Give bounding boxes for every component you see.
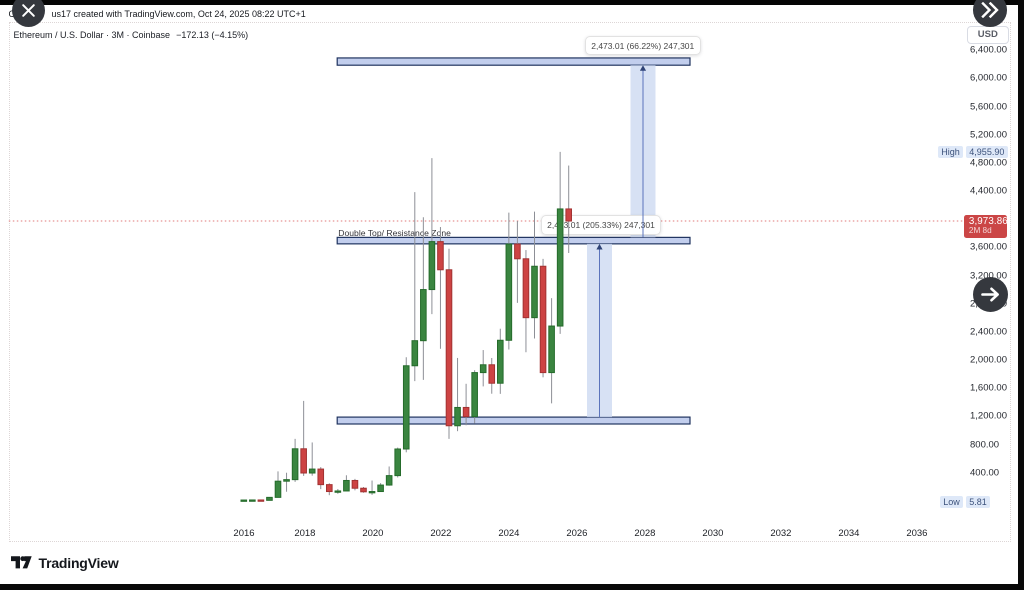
candle-2020-Q3: [385, 466, 393, 486]
year-tick-2028: 2028: [634, 527, 656, 539]
candle-2020-Q4: [394, 447, 401, 478]
candle-2025-Q1: [539, 258, 547, 378]
candle-2017-Q2: [274, 471, 282, 498]
tradingview-footer[interactable]: TradingView: [10, 554, 119, 571]
double-chevron-right-icon: [981, 2, 999, 18]
candle-2016-Q4: [257, 499, 265, 502]
candle-2021-Q3: [420, 217, 427, 380]
candle-2019-Q3: [351, 478, 359, 491]
candle-2022-Q2: [445, 248, 453, 439]
candle-2016-Q2: [240, 499, 248, 502]
price-tick-4800: 4,800.00: [970, 157, 1007, 169]
window-frame-bottom: [0, 583, 1024, 590]
zone-rect-support-zone: [336, 416, 691, 425]
candle-2021-Q1: [402, 357, 410, 453]
range-arrow-measured-range: [596, 243, 603, 250]
price-tick-3600: 3,600.00: [970, 241, 1007, 253]
price-tick-800: 800.00: [970, 439, 1000, 451]
year-tick-2020: 2020: [362, 527, 384, 539]
price-tick-5200: 5,200.00: [970, 129, 1007, 141]
year-tick-2034: 2034: [838, 527, 860, 539]
tradingview-wordmark: TradingView: [38, 554, 119, 571]
candle-2024-Q2: [514, 221, 521, 303]
snapshot-image-border: [8, 22, 1011, 542]
candle-2025-Q4: [565, 165, 573, 254]
price-tick-6000: 6,000.00: [970, 72, 1007, 84]
year-tick-2030: 2030: [702, 527, 724, 539]
attribution-text-prefix: C: [9, 9, 16, 19]
close-button[interactable]: [12, 0, 46, 27]
close-icon: [22, 3, 36, 17]
price-tick-2400: 2,400.00: [970, 326, 1007, 338]
candle-2024-Q3: [522, 250, 530, 353]
year-tick-2036: 2036: [906, 527, 928, 539]
candle-2017-Q4: [291, 438, 299, 482]
candle-2025-Q3: [556, 151, 564, 334]
candle-2022-Q3: [454, 357, 461, 432]
price-tick-4400: 4,400.00: [970, 185, 1007, 197]
candle-2020-Q2: [377, 483, 384, 493]
candle-2024-Q1: [505, 212, 513, 350]
resistance-zone-caption[interactable]: Double Top/ Resistance Zone: [338, 228, 451, 239]
bar-countdown: 2M 8d: [968, 226, 992, 236]
candle-2022-Q4: [462, 383, 470, 426]
candle-2023-Q4: [497, 328, 504, 394]
candle-2018-Q2: [308, 442, 316, 476]
candle-2018-Q1: [300, 400, 307, 476]
last-price-badge: 3,973.86 2M 8d: [963, 214, 1008, 239]
last-price-value: 3,973.86: [968, 215, 1008, 227]
year-tick-2016: 2016: [233, 527, 255, 539]
price-tick-400: 400.00: [970, 467, 1000, 479]
expand-button[interactable]: [973, 0, 1007, 27]
candle-2019-Q1: [334, 488, 342, 494]
candle-2020-Q1: [368, 480, 376, 495]
symbol-title: Ethereum / U.S. Dollar · 3M · Coinbase: [13, 29, 171, 40]
range-arrow-projected-range: [639, 65, 647, 71]
candle-2022-Q1: [437, 227, 444, 349]
year-tick-2018: 2018: [294, 527, 316, 539]
price-tick-1200: 1,200.00: [970, 410, 1007, 422]
candle-2021-Q4: [428, 158, 436, 315]
symbol-change: −172.13 (−4.15%): [176, 29, 249, 40]
range-measure-label-upper[interactable]: 2,473.01 (66.22%) 247,301: [585, 35, 701, 56]
year-tick-2022: 2022: [430, 527, 452, 539]
year-tick-2032: 2032: [770, 527, 792, 539]
candle-2023-Q2: [479, 350, 487, 387]
candle-2018-Q4: [326, 483, 333, 496]
candle-2018-Q3: [317, 467, 325, 490]
attribution-text: us17 created with TradingView.com, Oct 2…: [51, 9, 306, 19]
zone-rect-upper-target-zone: [336, 57, 691, 66]
symbol-header: Ethereum / U.S. Dollar · 3M · Coinbase −1…: [14, 30, 249, 40]
price-tick-3200: 3,200.00: [970, 270, 1007, 282]
candle-2016-Q3: [249, 499, 256, 502]
candle-2023-Q3: [488, 358, 496, 394]
window-frame-right: [1018, 0, 1024, 590]
candle-2019-Q2: [343, 475, 350, 492]
candle-2024-Q4: [531, 211, 538, 339]
zone-rect-resistance-zone: [336, 236, 691, 245]
candle-2025-Q2: [548, 298, 555, 404]
candle-2023-Q1: [471, 370, 478, 424]
currency-toggle[interactable]: USD: [966, 26, 1009, 44]
price-tick-6400: 6,400.00: [970, 44, 1007, 56]
year-tick-2024: 2024: [498, 527, 520, 539]
price-tick-5600: 5,600.00: [970, 101, 1007, 113]
window-frame-top: [0, 0, 1024, 5]
candle-2021-Q2: [411, 192, 419, 382]
candle-2017-Q1: [266, 496, 273, 501]
next-button[interactable]: [972, 277, 1008, 313]
arrow-right-icon: [980, 287, 999, 302]
price-tick-2000: 2,000.00: [970, 354, 1007, 366]
candle-2019-Q4: [360, 486, 367, 493]
price-tick-1600: 1,600.00: [970, 382, 1007, 394]
year-tick-2026: 2026: [566, 527, 588, 539]
tradingview-logo-icon: [10, 556, 32, 569]
candle-2017-Q3: [283, 472, 290, 492]
